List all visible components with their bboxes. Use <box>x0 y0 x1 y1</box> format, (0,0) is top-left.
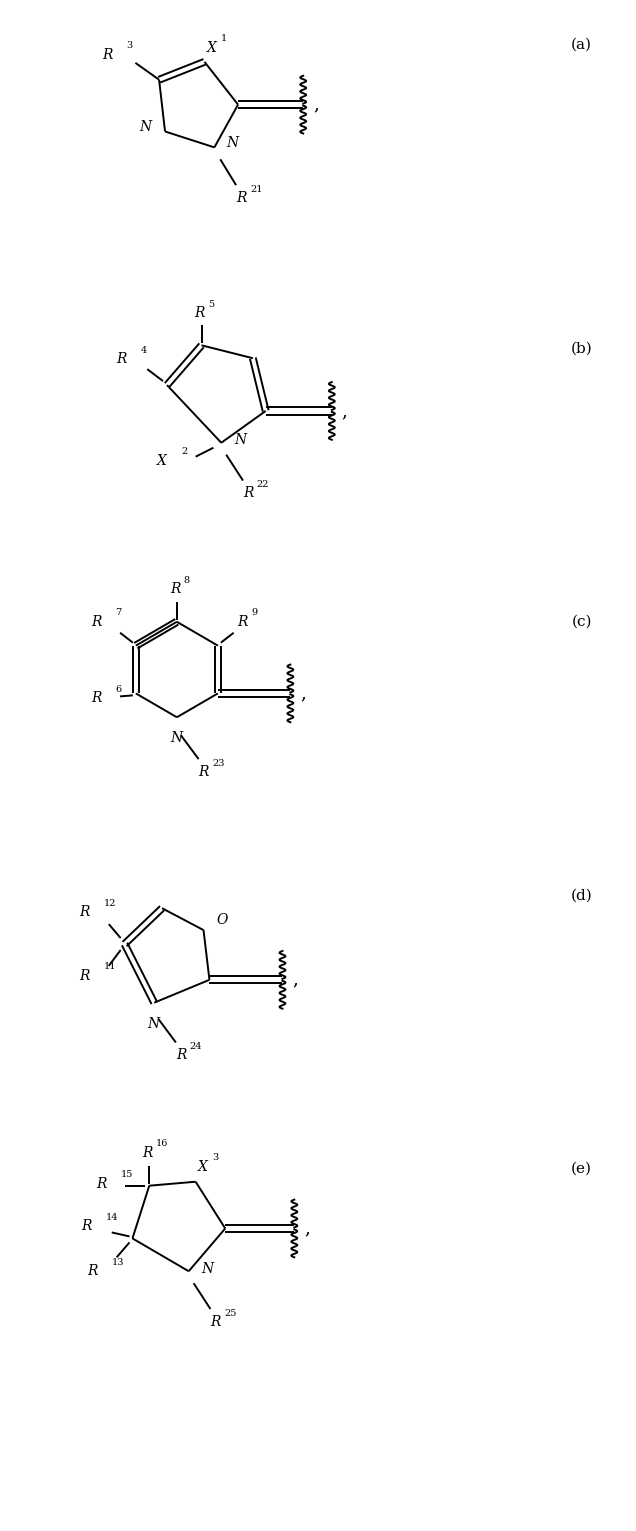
Text: 3: 3 <box>127 41 133 51</box>
Text: 11: 11 <box>104 963 116 971</box>
Text: (a): (a) <box>571 38 592 52</box>
Text: R: R <box>142 1145 153 1160</box>
Text: 6: 6 <box>115 684 121 694</box>
Text: 7: 7 <box>115 608 121 617</box>
Text: 12: 12 <box>104 899 116 908</box>
Text: X: X <box>157 453 167 467</box>
Text: R: R <box>243 487 254 501</box>
Text: 5: 5 <box>209 300 214 309</box>
Text: N: N <box>226 136 238 150</box>
Text: 16: 16 <box>156 1139 169 1148</box>
Text: ,: , <box>313 95 319 113</box>
Text: R: R <box>87 1265 98 1278</box>
Text: X: X <box>198 1160 207 1174</box>
Text: R: R <box>198 766 209 779</box>
Text: 8: 8 <box>184 576 190 585</box>
Text: 4: 4 <box>141 346 147 355</box>
Text: R: R <box>91 615 101 629</box>
Text: (c): (c) <box>571 615 591 629</box>
Text: R: R <box>102 47 113 61</box>
Text: 1: 1 <box>221 35 228 43</box>
Text: 25: 25 <box>225 1309 237 1318</box>
Text: N: N <box>147 1017 159 1030</box>
Text: ,: , <box>293 971 298 989</box>
Text: R: R <box>80 905 90 919</box>
Text: R: R <box>81 1220 92 1234</box>
Text: 15: 15 <box>121 1170 133 1179</box>
Text: 23: 23 <box>212 758 225 767</box>
Text: ,: , <box>342 403 347 419</box>
Text: 24: 24 <box>190 1043 202 1050</box>
Text: R: R <box>236 191 247 205</box>
Text: N: N <box>139 121 151 135</box>
Text: ,: , <box>304 1220 310 1237</box>
Text: X: X <box>207 41 216 55</box>
Text: 9: 9 <box>251 608 258 617</box>
Text: (e): (e) <box>571 1162 592 1176</box>
Text: 21: 21 <box>250 185 263 193</box>
Text: N: N <box>202 1262 214 1277</box>
Text: R: R <box>116 352 127 366</box>
Text: 14: 14 <box>106 1213 118 1222</box>
Text: ,: , <box>300 684 306 703</box>
Text: N: N <box>234 433 246 447</box>
Text: R: R <box>195 306 205 320</box>
Text: R: R <box>91 692 101 706</box>
Text: R: R <box>176 1049 186 1063</box>
Text: 22: 22 <box>257 481 269 488</box>
Text: R: R <box>96 1177 107 1191</box>
Text: R: R <box>238 615 248 629</box>
Text: N: N <box>170 732 182 746</box>
Text: R: R <box>170 582 181 596</box>
Text: R: R <box>211 1315 221 1329</box>
Text: O: O <box>216 912 228 928</box>
Text: 2: 2 <box>182 447 188 456</box>
Text: (d): (d) <box>570 888 592 902</box>
Text: 3: 3 <box>212 1153 219 1162</box>
Text: (b): (b) <box>570 341 592 355</box>
Text: 13: 13 <box>112 1258 124 1266</box>
Text: R: R <box>80 969 90 983</box>
